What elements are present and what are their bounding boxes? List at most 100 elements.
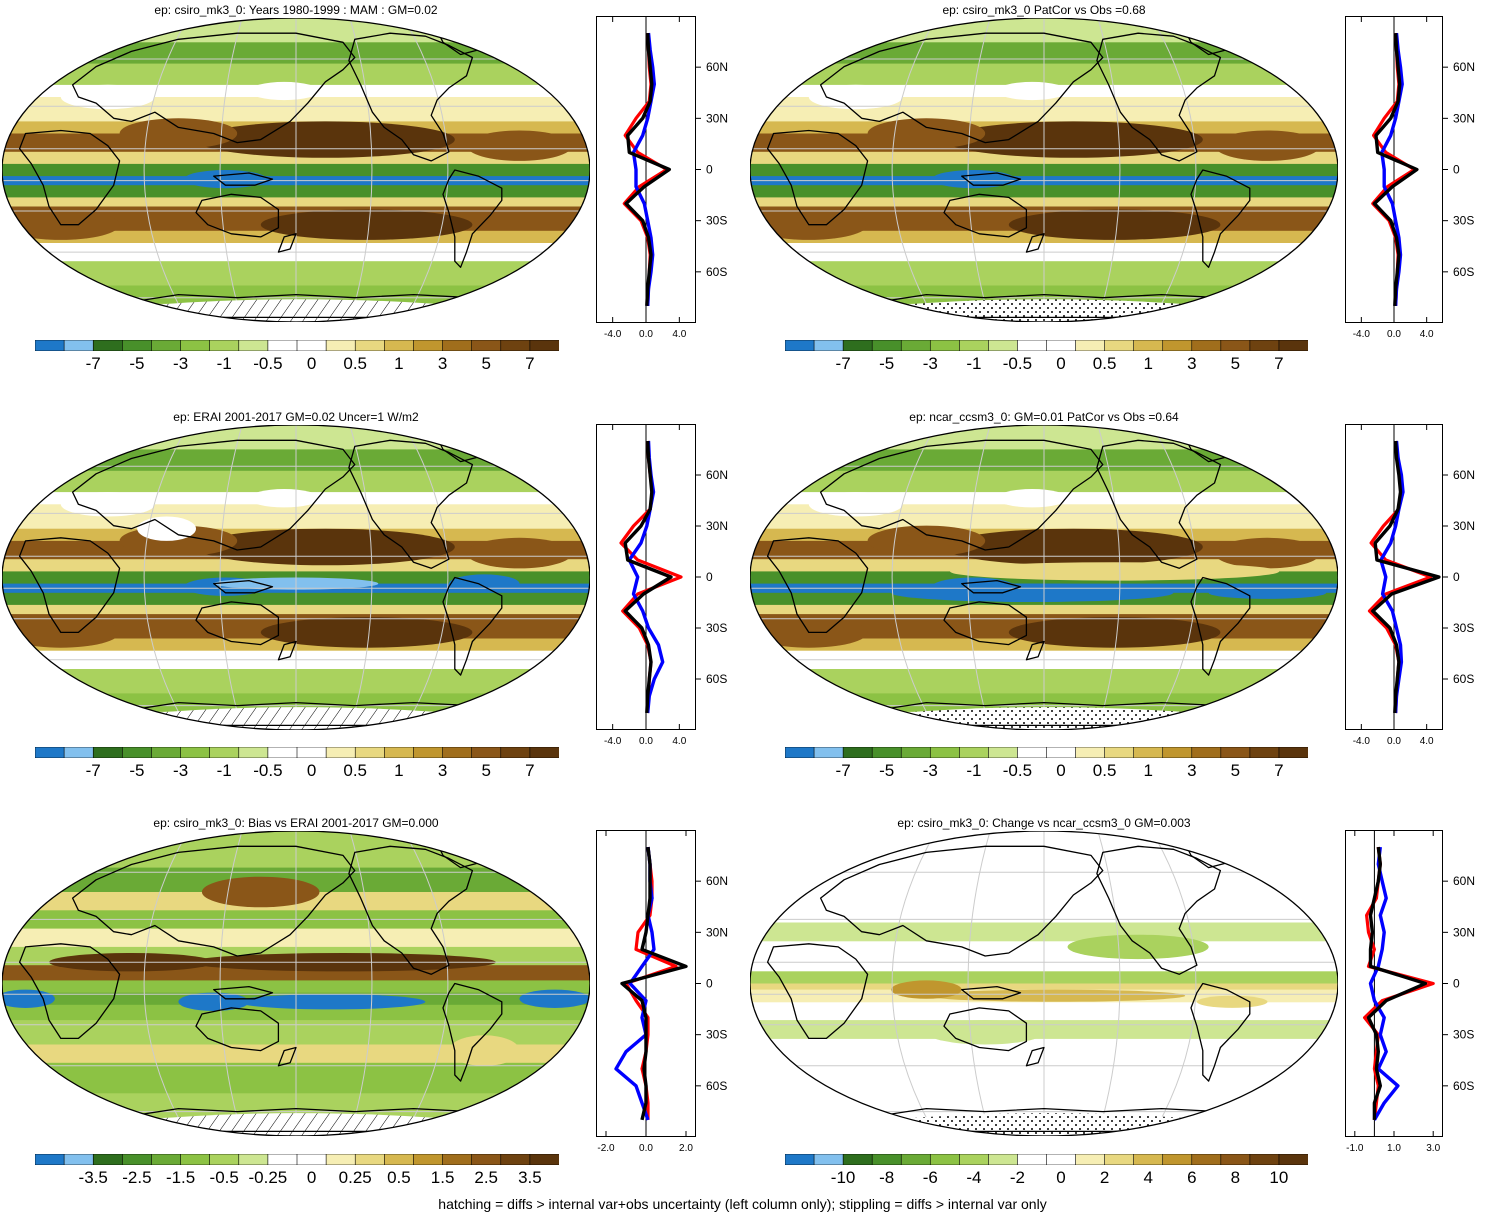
precip-blob [519,989,590,1008]
graticule-line [967,425,991,730]
map-title: ep: ncar_ccsm3_0: GM=0.01 PatCor vs Obs … [909,410,1179,424]
graticule-line [403,18,449,322]
colorbar-swatch [1220,1154,1251,1165]
colorbar-swatch [988,340,1019,351]
precip-blob [260,209,473,240]
colorbar-swatch [35,340,65,351]
colorbar-swatch [442,747,473,758]
colorbar-swatch [842,747,873,758]
graticule-line [967,831,991,1136]
coastline-eurasia [819,439,1104,551]
colorbar-tick-label: -3 [173,354,189,373]
graticule-line [219,831,243,1136]
coastline-samerica [1190,169,1251,268]
colorbar-swatch [63,1154,94,1165]
colorbar-swatch [1133,340,1164,351]
colorbar-tick-label: -3 [922,354,938,373]
colorbar-tick-label: -0.25 [248,1168,288,1187]
colorbar-swatch [500,340,531,351]
precip-blob [808,492,903,517]
colorbar-swatch [1162,340,1193,351]
coastline-newzealand [1025,233,1045,253]
coastline-namerica [1096,439,1222,569]
y-tick-label: 30N [706,111,728,125]
colorbar-tick-label: 0 [1056,354,1066,373]
colorbar-tick-label: -6 [922,1168,938,1187]
y-tick-label: 30S [1453,621,1474,635]
graticule-line [403,831,449,1136]
colorbar-swatch [1017,1154,1048,1165]
map-border [2,18,590,322]
colorbar-tick-label: -7 [835,761,851,780]
colorbar-swatch [1249,1154,1280,1165]
colorbar-swatch [384,1154,415,1165]
colorbar-swatch [35,747,65,758]
x-tick-label: 0.0 [639,1143,653,1154]
y-tick-label: 60N [1453,874,1475,888]
colorbar-tick-label: 7 [525,354,535,373]
colorbar-tick-label: -0.5 [1002,354,1033,373]
precip-blob [248,81,320,101]
colorbar-swatch [325,747,356,758]
colorbar-swatch [1191,747,1222,758]
precip-blob [248,489,320,508]
graticule-line [967,18,991,322]
colorbar-swatch [529,1154,559,1165]
coastline-indonesia [961,985,1022,1000]
colorbar-tick-label: 1.5 [430,1168,455,1187]
precip-blob [1067,934,1209,960]
colorbar-swatch [471,747,502,758]
colorbar-tick-label: -3 [173,761,189,780]
colorbar-tick-label: -1.5 [165,1168,196,1187]
precip-blob [466,130,573,161]
x-tick-label: 4.0 [672,329,686,340]
colorbar-swatch [1104,340,1135,351]
colorbar-swatch [238,1154,269,1165]
graticule-line [143,425,189,730]
colorbar-swatch [1075,1154,1106,1165]
colorbar-tick-label: 6 [1187,1168,1197,1187]
colorbar-swatch [813,1154,844,1165]
colorbar-swatch [209,1154,240,1165]
colorbar-swatch [384,340,415,351]
colorbar [35,747,559,758]
colorbar-tick-label: -0.5 [253,761,283,780]
coastline-newzealand [277,233,297,253]
colorbar-tick-label: 0 [306,761,317,780]
coastline-indonesia [213,985,274,1000]
colorbar-tick-label: 8 [1230,1168,1241,1187]
x-tick-label: -4.0 [604,736,622,747]
zonal-series-line [1368,846,1400,1121]
graticule-line [891,831,937,1136]
colorbar [35,340,559,351]
graticule-line [1151,18,1197,322]
colorbar-swatch [842,340,873,351]
precip-blob [891,980,962,999]
coastline-australia [195,601,280,646]
colorbar-swatch [988,1154,1019,1165]
coastline-australia [195,1007,280,1052]
precip-blob [448,1035,520,1066]
colorbar-swatch [238,340,269,351]
x-tick-label: 4.0 [1420,736,1434,747]
colorbar-tick-label: -1 [216,354,232,373]
y-tick-label: 0 [1453,570,1460,584]
colorbar-swatch [413,340,444,351]
colorbar-swatch [1046,747,1077,758]
precip-blob [808,84,903,110]
colorbar-tick-label: 0.5 [387,1168,411,1187]
zonal-series-line [624,33,672,306]
colorbar-tick-label: 1 [1143,761,1153,780]
colorbar-swatch [413,1154,444,1165]
colorbar-tick-label: -3.5 [78,1168,108,1187]
zonal-series-line [1372,33,1419,306]
colorbar-swatch [1075,747,1106,758]
colorbar-swatch [238,747,269,758]
coastline-newzealand [1025,1046,1045,1067]
colorbar-tick-label: -0.5 [253,354,283,373]
colorbar-swatch [209,747,240,758]
colorbar-swatch [296,747,327,758]
y-tick-label: 60N [706,874,728,888]
precip-map [750,18,1338,322]
